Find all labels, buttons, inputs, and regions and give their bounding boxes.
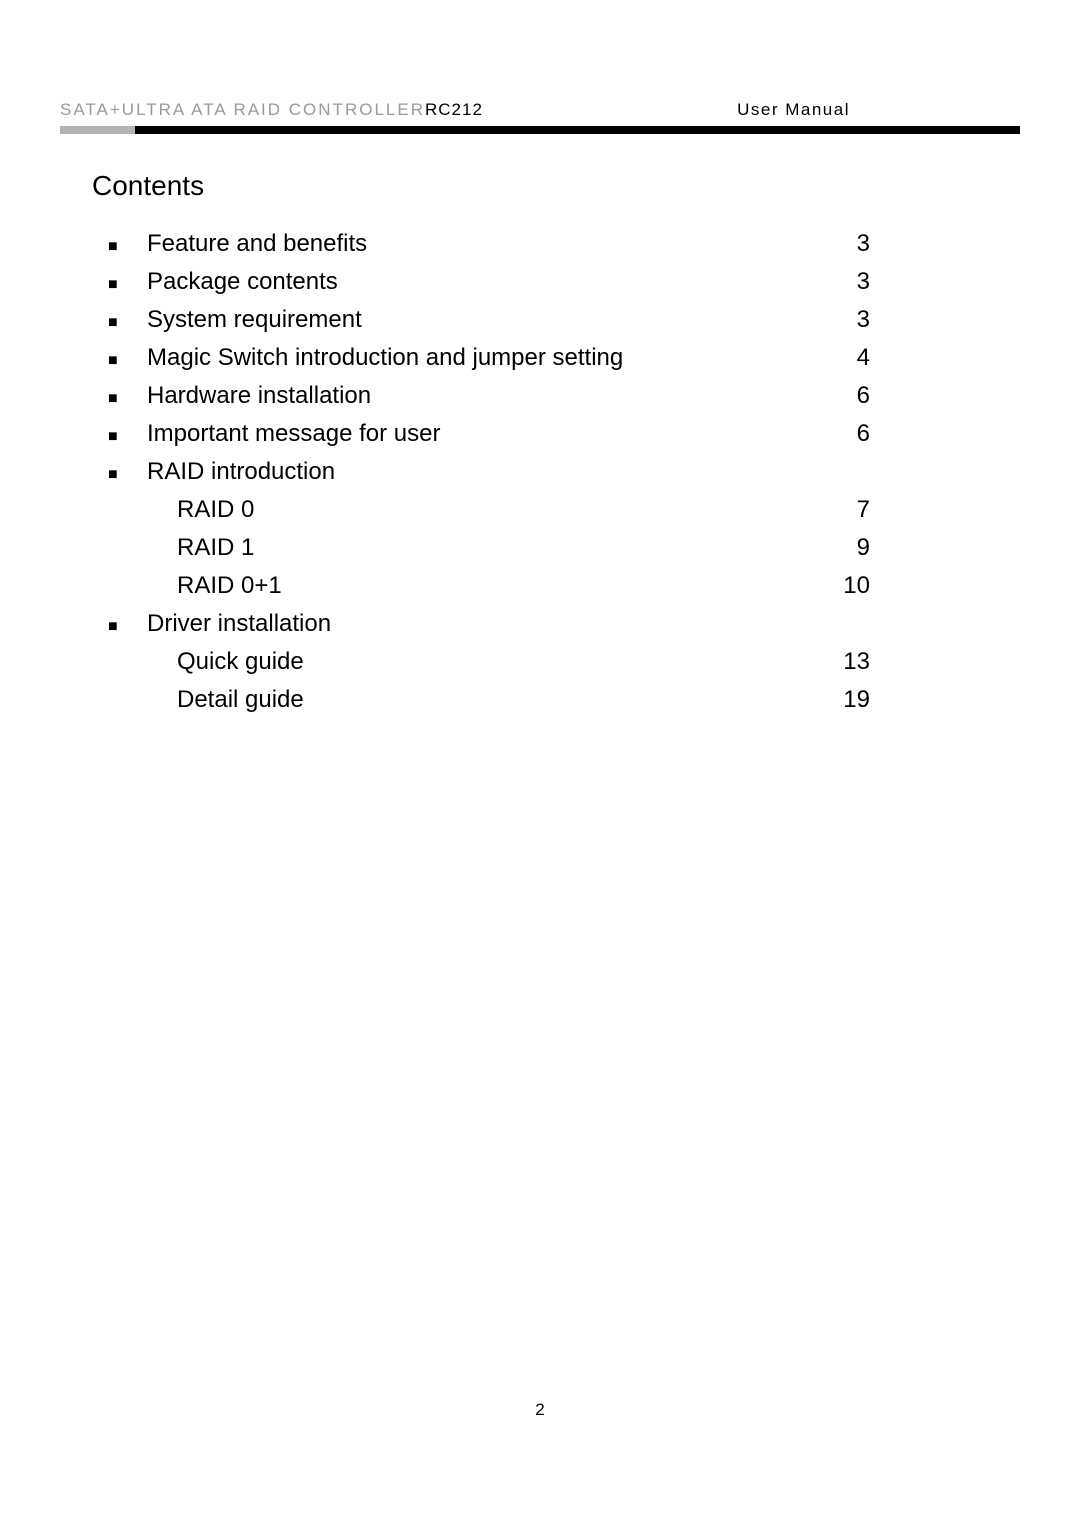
bullet-icon: ■ bbox=[92, 428, 147, 446]
header-bar bbox=[60, 126, 1020, 134]
page-number: 2 bbox=[0, 1400, 1080, 1420]
toc-item-label: RAID 1 bbox=[177, 534, 830, 562]
toc-item-page: 3 bbox=[830, 230, 870, 258]
toc-item: ■RAID introduction bbox=[92, 458, 870, 486]
toc-item-label: RAID 0 bbox=[177, 496, 830, 524]
toc-item: Quick guide13 bbox=[92, 648, 870, 676]
header-section: SATA+ULTRA ATA RAID CONTROLLERRC212 User… bbox=[60, 100, 1020, 134]
toc-item: ■Hardware installation6 bbox=[92, 382, 870, 410]
toc-item-label: Driver installation bbox=[147, 610, 830, 638]
header-text-row: SATA+ULTRA ATA RAID CONTROLLERRC212 User… bbox=[60, 100, 1020, 120]
toc-item-label: Feature and benefits bbox=[147, 230, 830, 258]
toc-item-page: 19 bbox=[830, 686, 870, 714]
toc-item: Detail guide19 bbox=[92, 686, 870, 714]
content-section: Contents ■Feature and benefits3■Package … bbox=[92, 170, 870, 724]
toc-item-page: 13 bbox=[830, 648, 870, 676]
bullet-icon: ■ bbox=[92, 352, 147, 370]
toc-item-page: 4 bbox=[830, 344, 870, 372]
header-bar-gray bbox=[60, 126, 135, 134]
toc-item-label: RAID introduction bbox=[147, 458, 830, 486]
toc-item-page: 6 bbox=[830, 382, 870, 410]
toc-item: ■System requirement3 bbox=[92, 306, 870, 334]
toc-list: ■Feature and benefits3■Package contents3… bbox=[92, 230, 870, 714]
bullet-icon: ■ bbox=[92, 466, 147, 484]
bullet-icon: ■ bbox=[92, 276, 147, 294]
bullet-icon: ■ bbox=[92, 238, 147, 256]
toc-item-label: Detail guide bbox=[177, 686, 830, 714]
toc-item-page: 6 bbox=[830, 420, 870, 448]
bullet-icon: ■ bbox=[92, 314, 147, 332]
toc-item: ■Important message for user6 bbox=[92, 420, 870, 448]
toc-item-label: System requirement bbox=[147, 306, 830, 334]
toc-item: ■Driver installation bbox=[92, 610, 870, 638]
toc-item-label: RAID 0+1 bbox=[177, 572, 830, 600]
toc-item-page: 9 bbox=[830, 534, 870, 562]
toc-item-label: Quick guide bbox=[177, 648, 830, 676]
toc-item-label: Important message for user bbox=[147, 420, 830, 448]
toc-item: RAID 0+110 bbox=[92, 572, 870, 600]
toc-item: RAID 07 bbox=[92, 496, 870, 524]
header-bar-black bbox=[135, 126, 1020, 134]
header-model: RC212 bbox=[425, 100, 483, 119]
contents-title: Contents bbox=[92, 170, 870, 202]
toc-item-label: Magic Switch introduction and jumper set… bbox=[147, 344, 830, 372]
header-left: SATA+ULTRA ATA RAID CONTROLLERRC212 bbox=[60, 100, 483, 120]
toc-item: ■Package contents3 bbox=[92, 268, 870, 296]
header-right: User Manual bbox=[737, 100, 850, 120]
toc-item-page: 3 bbox=[830, 306, 870, 334]
toc-item: ■Magic Switch introduction and jumper se… bbox=[92, 344, 870, 372]
bullet-icon: ■ bbox=[92, 390, 147, 408]
bullet-icon: ■ bbox=[92, 618, 147, 636]
toc-item: ■Feature and benefits3 bbox=[92, 230, 870, 258]
toc-item-page: 7 bbox=[830, 496, 870, 524]
toc-item-label: Package contents bbox=[147, 268, 830, 296]
toc-item-label: Hardware installation bbox=[147, 382, 830, 410]
header-product-prefix: SATA+ULTRA ATA RAID CONTROLLER bbox=[60, 100, 425, 119]
toc-item: RAID 19 bbox=[92, 534, 870, 562]
toc-item-page: 10 bbox=[830, 572, 870, 600]
page-container: SATA+ULTRA ATA RAID CONTROLLERRC212 User… bbox=[0, 0, 1080, 1523]
toc-item-page: 3 bbox=[830, 268, 870, 296]
